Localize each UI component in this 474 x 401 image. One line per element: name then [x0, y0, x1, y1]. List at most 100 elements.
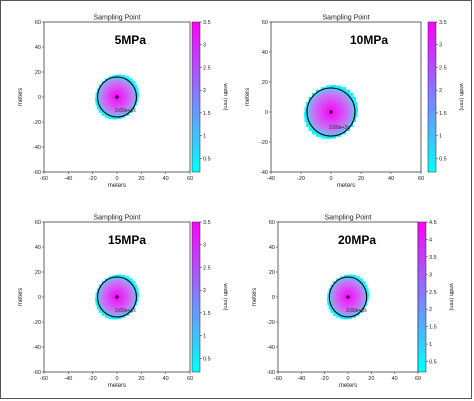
x-tick-label: 20	[138, 376, 144, 382]
colorbar-tick-label: 3.5	[429, 255, 437, 261]
x-tick-label: -60	[274, 376, 282, 382]
colorbar-tick-label: 2.5	[439, 65, 447, 71]
y-tick-label: 40	[269, 245, 275, 251]
colorbar-tick-label: 1.5	[429, 325, 437, 331]
x-tick-label: 40	[163, 376, 169, 382]
y-axis-label: meters	[18, 288, 24, 306]
x-tick-label: -40	[64, 176, 72, 182]
pressure-label: 10MPa	[350, 33, 388, 47]
x-tick-label: -20	[321, 376, 329, 382]
colorbar-tick-label: 1	[429, 342, 432, 348]
y-tick-label: -40	[33, 345, 41, 351]
chart-panel-5mpa: Sampling Point 3.60e+3s 5MPa -60 -40 -20 0 20 40…	[18, 15, 228, 190]
colorbar-tick-label: 2	[203, 288, 206, 294]
colorbar-tick-label: 1	[439, 134, 442, 140]
colorbar-tick-label: 0.5	[203, 356, 211, 362]
x-tick-label: 20	[358, 176, 364, 182]
colorbar-tick-label: 4.5	[429, 220, 437, 226]
y-tick-label: -60	[33, 170, 41, 176]
y-tick-label: -20	[33, 320, 41, 326]
colorbar-tick-label: 3	[439, 43, 442, 49]
colorbar-label: width (mm)	[448, 282, 454, 310]
y-tick-label: 0	[265, 110, 268, 116]
y-tick-label: -40	[33, 145, 41, 151]
colorbar-label: width (mm)	[222, 282, 228, 310]
colorbar-label: width (mm)	[458, 82, 464, 110]
colorbar	[191, 221, 201, 373]
time-annotation: 3.60e+3s	[115, 308, 136, 314]
y-tick-label: 40	[35, 45, 41, 51]
x-tick-label: 0	[115, 376, 118, 382]
pressure-label: 5MPa	[115, 33, 147, 47]
colorbar-tick-label: 2	[429, 307, 432, 313]
y-tick-label: 20	[35, 270, 41, 276]
sampling-point-marker	[329, 110, 333, 114]
y-tick-label: 40	[35, 245, 41, 251]
colorbar-tick-label: 3	[203, 43, 206, 49]
x-tick-label: -60	[40, 176, 48, 182]
colorbar-tick-label: 1.5	[203, 311, 211, 317]
y-tick-label: -20	[260, 140, 268, 146]
colorbar-tick-label: 3	[429, 272, 432, 278]
x-tick-label: -60	[40, 376, 48, 382]
y-tick-label: -40	[260, 170, 268, 176]
chart-title: Sampling Point	[322, 15, 369, 22]
x-tick-label: 60	[187, 176, 193, 182]
colorbar-tick-label: 1	[203, 134, 206, 140]
sampling-point-marker	[346, 295, 350, 299]
x-tick-label: -20	[89, 376, 97, 382]
colorbar-tick-label: 2.5	[203, 65, 211, 71]
colorbar-tick-label: 2	[203, 88, 206, 94]
time-annotation: 3.60e+3s	[329, 125, 350, 131]
x-tick-label: 60	[415, 376, 421, 382]
pressure-label: 20MPa	[338, 233, 376, 247]
colorbar-tick-label: 1.5	[439, 111, 447, 117]
y-tick-label: -20	[267, 320, 275, 326]
colorbar-label: width (mm)	[222, 82, 228, 110]
fracture-front-contour	[328, 276, 368, 318]
x-tick-label: 60	[187, 376, 193, 382]
colorbar-tick-label: 0.5	[203, 156, 211, 162]
x-tick-label: 40	[392, 376, 398, 382]
fracture-front-contour	[306, 87, 356, 137]
time-annotation: 3.60e+3s	[346, 308, 367, 314]
x-tick-label: 0	[346, 376, 349, 382]
colorbar-tick-label: 0.5	[429, 360, 437, 366]
y-tick-label: 60	[35, 220, 41, 226]
y-tick-label: -20	[33, 120, 41, 126]
x-tick-label: 0	[329, 176, 332, 182]
fracture-front-contour	[96, 276, 138, 318]
colorbar	[417, 221, 427, 373]
y-tick-label: 60	[35, 20, 41, 26]
y-axis-label: meters	[252, 288, 258, 306]
colorbar-tick-label: 2	[439, 88, 442, 94]
time-annotation: 3.60e+3s	[115, 108, 136, 114]
x-axis-label: meters	[337, 183, 355, 189]
colorbar-tick-label: 2.5	[203, 265, 211, 271]
x-tick-label: -20	[89, 176, 97, 182]
colorbar-tick-label: 3.5	[439, 20, 447, 26]
x-tick-label: 20	[138, 176, 144, 182]
colorbar-tick-label: 1.5	[203, 111, 211, 117]
colorbar-tick-label: 2.5	[429, 290, 437, 296]
y-tick-label: -60	[267, 370, 275, 376]
colorbar-tick-label: 3.5	[203, 20, 211, 26]
colorbar-tick-label: 3.5	[203, 220, 211, 226]
y-tick-label: 0	[38, 95, 41, 101]
chart-panel-15mpa: Sampling Point 3.60e+3s 15MPa -60 -40 -20 0 20 4…	[18, 215, 228, 390]
y-axis-label: meters	[18, 88, 24, 106]
x-tick-label: 40	[388, 176, 394, 182]
x-tick-label: 20	[368, 376, 374, 382]
y-tick-label: -60	[33, 370, 41, 376]
colorbar	[191, 21, 201, 173]
chart-title: Sampling Point	[93, 215, 140, 222]
colorbar-tick-label: 4	[429, 237, 432, 243]
x-tick-label: 40	[163, 176, 169, 182]
y-tick-label: -40	[267, 345, 275, 351]
chart-title: Sampling Point	[93, 15, 140, 22]
x-tick-label: -20	[297, 176, 305, 182]
x-tick-label: -40	[64, 376, 72, 382]
pressure-label: 15MPa	[108, 233, 146, 247]
